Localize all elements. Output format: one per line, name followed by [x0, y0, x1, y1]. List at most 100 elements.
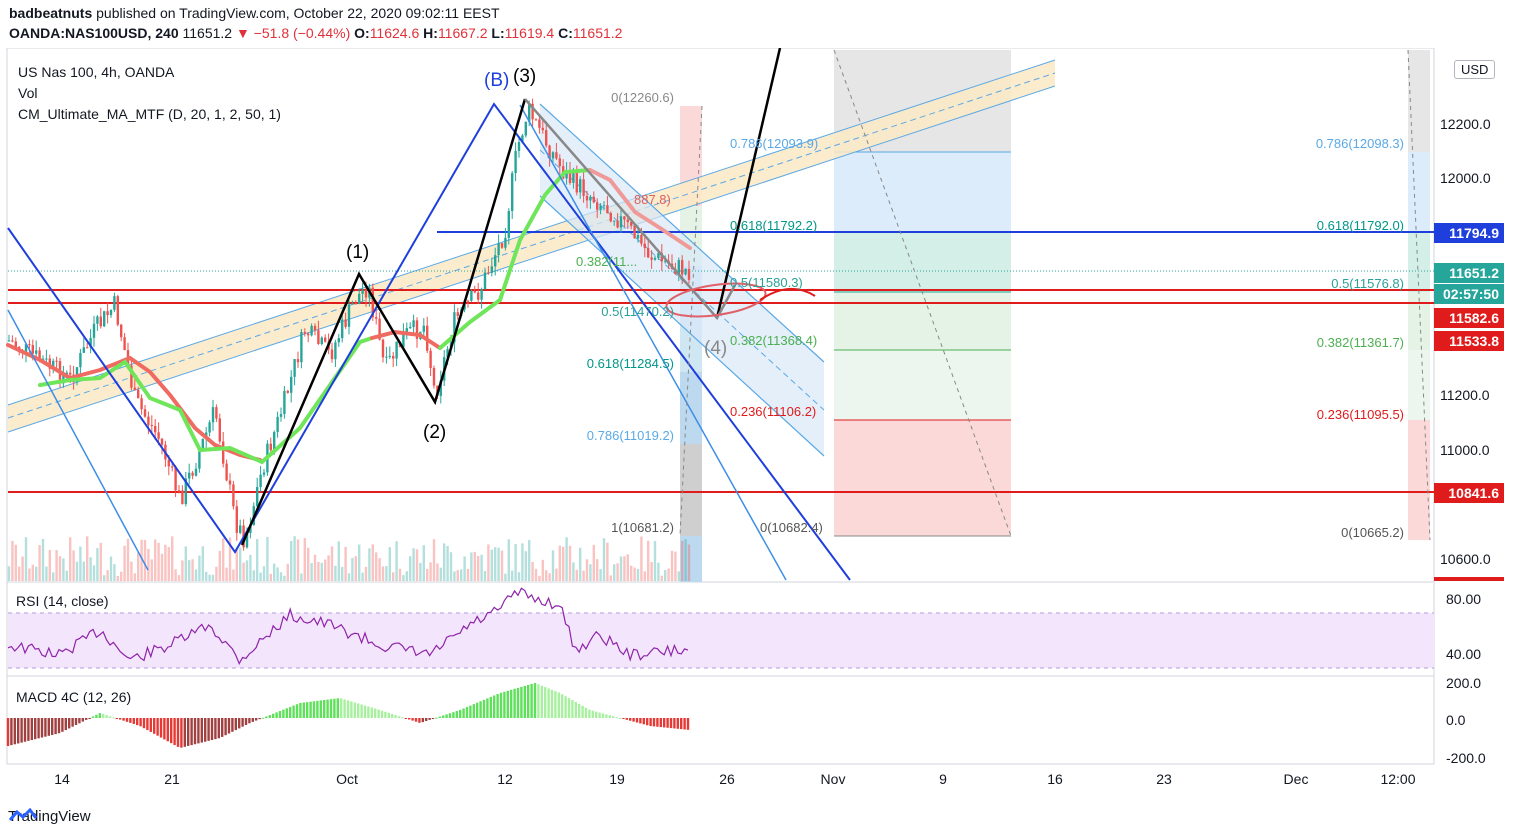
author-name[interactable]: badbeatnuts [9, 5, 93, 21]
macd-bar [261, 717, 265, 719]
candle-body [494, 255, 497, 267]
candle-body [548, 145, 551, 159]
volume-bar [565, 537, 568, 581]
macd-bar [608, 715, 611, 718]
black-wave-projection[interactable] [715, 48, 782, 319]
candle-body [62, 374, 65, 384]
volume-bar [504, 573, 507, 581]
volume-bar [62, 558, 65, 581]
volume-bar [592, 544, 595, 581]
price-tick: 11000.0 [1440, 442, 1490, 458]
candle-body [198, 451, 201, 469]
candle-body [528, 103, 531, 122]
macd-bar [408, 718, 411, 720]
macd-bar [431, 718, 435, 719]
macd-bar [187, 718, 190, 746]
candle-body [613, 220, 616, 222]
candle-body [235, 506, 238, 533]
volume-bar [545, 570, 548, 581]
macd-bar [275, 712, 278, 718]
wave-label-1: (1) [346, 242, 369, 263]
macd-bar [503, 691, 506, 718]
macd-bar [98, 713, 101, 718]
macd-bar [221, 718, 224, 737]
macd-bar [37, 718, 40, 739]
macd-bar [44, 718, 47, 737]
volume-bar [657, 562, 660, 581]
volume-bar [466, 568, 470, 581]
candle-body [378, 318, 381, 340]
macd-bar [391, 713, 394, 718]
candle-body [551, 152, 555, 159]
footer-brand[interactable]: TradingView [8, 808, 91, 825]
time-axis[interactable]: 14 21 Oct 12 19 26 Nov 9 16 23 Dec 12:00 [54, 771, 1416, 787]
lightblue-line [7, 309, 149, 571]
down-arrow-icon: ▼ [235, 25, 250, 41]
volume-bar [439, 567, 442, 581]
volume-bar [24, 537, 28, 581]
volume-bar [640, 536, 643, 581]
candle-body [483, 272, 487, 290]
highlight-ellipse[interactable] [664, 278, 767, 322]
volume-bar [82, 561, 85, 581]
volume-bar [429, 562, 432, 581]
price-tick: 12200.0 [1440, 116, 1491, 132]
volume-bar [487, 544, 490, 581]
black-wave[interactable] [240, 98, 527, 546]
macd-bar [139, 718, 142, 727]
blue-zigzag[interactable] [7, 102, 851, 581]
candle-body [514, 150, 517, 174]
volume-bar [392, 572, 395, 581]
macd-pane[interactable]: MACD 4C (12, 26) 200.0 0.0 -200.0 [6, 675, 1486, 766]
lightblue-line-2 [519, 104, 787, 581]
macd-bar [350, 701, 353, 718]
macd-bar [452, 712, 455, 718]
volume-bar [313, 554, 317, 581]
candle-body [473, 290, 476, 293]
volume-bar [126, 538, 130, 581]
macd-bar [108, 716, 112, 718]
candle-body [293, 359, 296, 377]
volume-bar [538, 575, 541, 581]
candle-body [354, 303, 357, 305]
price-tick: 10600.0 [1440, 551, 1491, 567]
volume-bar [21, 556, 24, 581]
volume-bar [256, 539, 259, 581]
macd-bar [506, 690, 509, 718]
candle-body [181, 490, 184, 505]
macd-bar [652, 718, 656, 727]
macd-bar [64, 718, 67, 731]
volume-bar [660, 575, 663, 581]
macd-bar [282, 709, 285, 718]
macd-bar [248, 718, 251, 724]
price-axis[interactable]: 12200.0 12000.0 11200.0 11000.0 10600.0 [1440, 116, 1491, 567]
candle-body [647, 248, 650, 258]
volume-bar [687, 544, 691, 581]
macd-bar [612, 716, 615, 718]
candle-body [69, 372, 72, 375]
candle-body [524, 121, 527, 136]
candle-body [596, 202, 599, 210]
volume-bar [385, 566, 388, 581]
candle-body [239, 525, 242, 533]
rsi-pane[interactable]: RSI (14, close) 80.00 40.00 [7, 587, 1481, 669]
candle-body [133, 387, 136, 390]
price-change: −51.8 (−0.44%) [253, 25, 351, 41]
volume-bar [269, 573, 272, 581]
currency-button[interactable]: USD [1454, 60, 1496, 79]
candle-body [422, 325, 425, 332]
volume-bar [606, 542, 609, 581]
candle-body [402, 333, 405, 348]
volume-bar [242, 562, 245, 581]
macd-bar [323, 699, 326, 718]
candle-body [79, 352, 82, 368]
volume-bar [653, 541, 657, 581]
volume-bar [86, 536, 89, 581]
macd-bar [336, 698, 339, 718]
macd-bar [316, 700, 319, 718]
chart-svg[interactable]: (B) (3) (1) (2) (4) 0(12260.6) 0.5(11470… [0, 48, 1518, 840]
candle-body [589, 196, 592, 201]
macd-bar [680, 718, 683, 730]
chart-area[interactable]: (B) (3) (1) (2) (4) 0(12260.6) 0.5(11470… [0, 48, 1518, 840]
macd-bar [258, 718, 261, 720]
